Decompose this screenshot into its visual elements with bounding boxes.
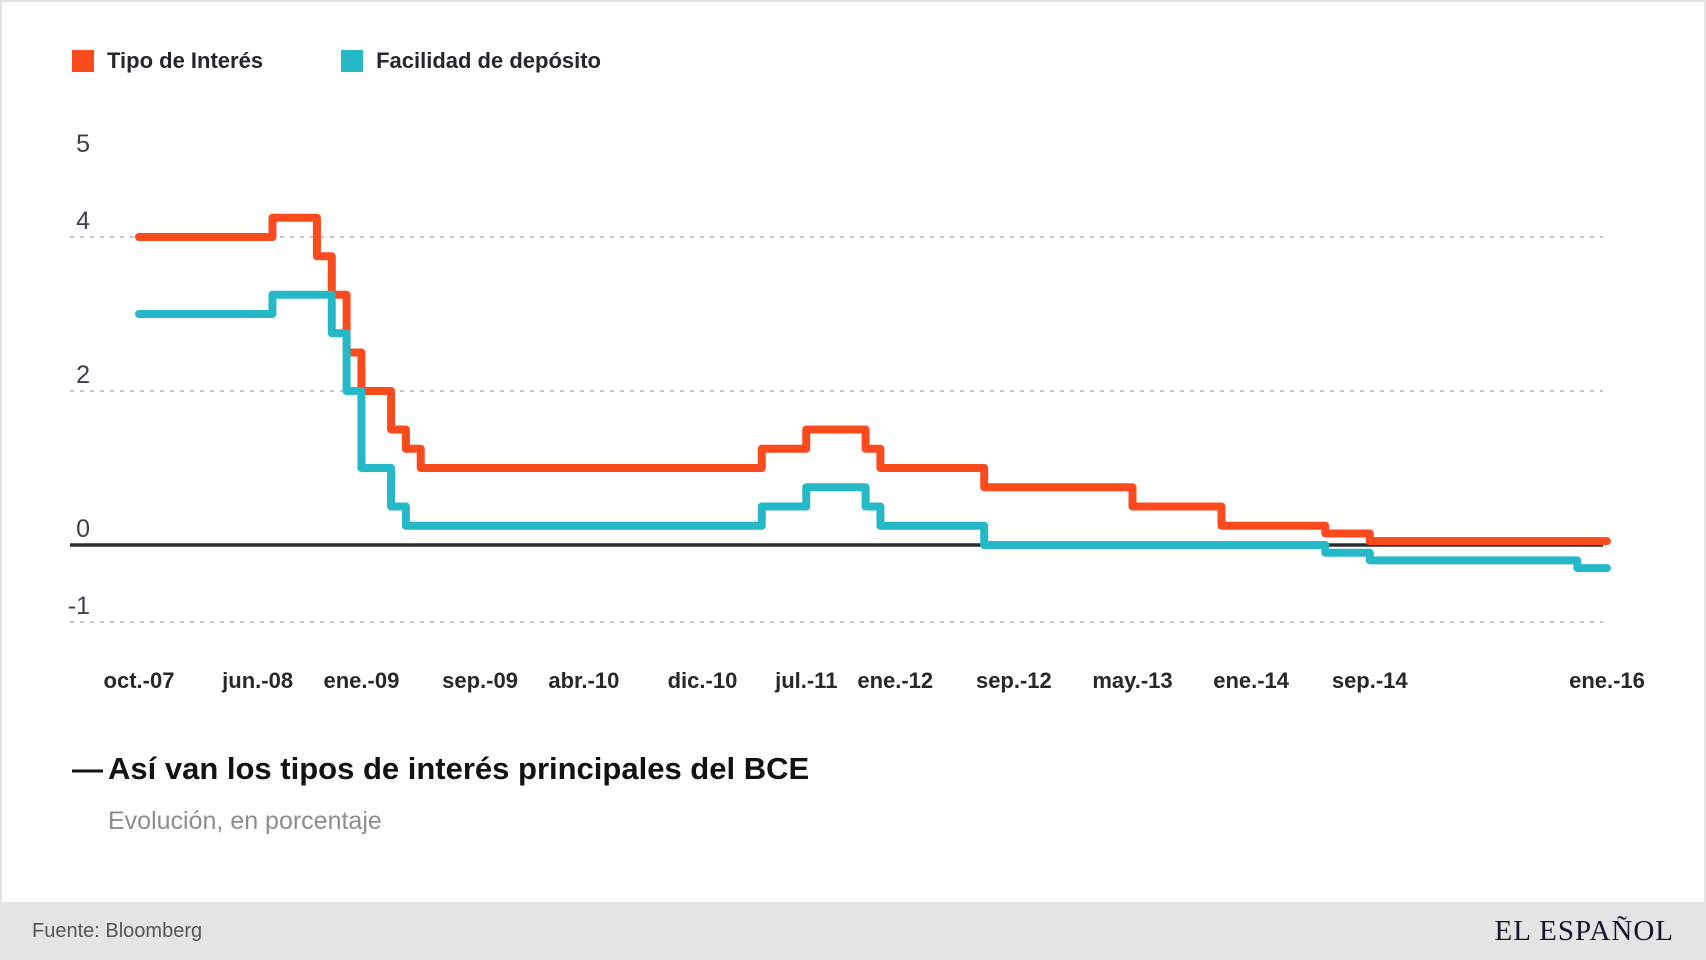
x-axis-label: ene.-14 bbox=[1213, 668, 1290, 693]
legend-item-tipo-de-interes: Tipo de Interés bbox=[72, 48, 263, 74]
y-axis-label: 5 bbox=[76, 130, 90, 158]
legend-label-tipo-de-interes: Tipo de Interés bbox=[107, 48, 264, 73]
y-axis-label: 4 bbox=[76, 207, 90, 235]
chart-header: — Así van los tipos de interés principal… bbox=[72, 750, 809, 836]
x-axis-label: oct.-07 bbox=[104, 668, 175, 693]
series-line-tipo-de-interes bbox=[135, 213, 1611, 546]
x-axis-label: sep.-12 bbox=[976, 668, 1052, 693]
y-axis-label: -1 bbox=[68, 592, 90, 620]
footer-bar: Fuente: Bloomberg EL ESPAÑOL bbox=[2, 902, 1704, 960]
x-axis-label: jul.-11 bbox=[774, 668, 837, 693]
x-axis-label: ene.-12 bbox=[857, 668, 933, 693]
title-dash: — bbox=[72, 751, 103, 786]
chart-title: Así van los tipos de interés principales… bbox=[108, 751, 810, 786]
legend-swatch-tipo-de-interes bbox=[72, 50, 94, 72]
x-axis-label: ene.-16 bbox=[1569, 668, 1645, 693]
chart-subtitle: Evolución, en porcentaje bbox=[108, 807, 382, 836]
x-axis-label: jun.-08 bbox=[221, 668, 293, 693]
source-credit: Fuente: Bloomberg bbox=[32, 919, 203, 942]
y-axis-label: 0 bbox=[76, 515, 90, 543]
rates-step-chart: 5 4 2 0 -1 oct.-07 jun.-08 ene.-09 sep.-09 abr.-1… bbox=[68, 130, 1645, 693]
x-axis-label: ene.-09 bbox=[324, 668, 400, 693]
publisher-logo: EL ESPAÑOL bbox=[1494, 914, 1674, 947]
x-axis-label: sep.-09 bbox=[442, 668, 518, 693]
legend-swatch-facilidad-de-deposito bbox=[341, 50, 364, 72]
y-axis-label: 2 bbox=[76, 361, 90, 389]
chart-title-row: — Así van los tipos de interés principal… bbox=[72, 750, 809, 787]
x-axis-label: abr.-10 bbox=[548, 668, 619, 693]
x-axis-label: may.-13 bbox=[1092, 668, 1172, 693]
series-line-facilidad-de-deposito bbox=[135, 290, 1611, 573]
x-axis-label: sep.-14 bbox=[1332, 668, 1409, 693]
legend-label-facilidad-de-deposito: Facilidad de depósito bbox=[376, 48, 601, 73]
legend: Tipo de Interés Facilidad de depósito bbox=[72, 48, 679, 74]
legend-item-facilidad-de-deposito: Facilidad de depósito bbox=[341, 48, 601, 74]
x-axis-label: dic.-10 bbox=[668, 668, 738, 693]
